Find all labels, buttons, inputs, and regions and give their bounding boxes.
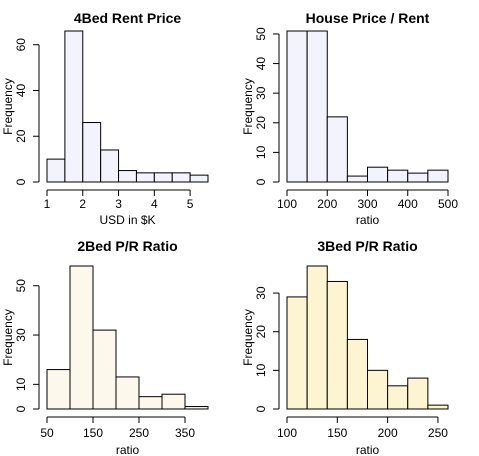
- histogram-bar: [326, 116, 348, 183]
- histogram-bar: [118, 170, 137, 183]
- histogram-bar: [171, 172, 191, 183]
- histogram-bar: [427, 169, 449, 183]
- y-tick-label: 0: [14, 405, 28, 412]
- histogram-bar: [387, 169, 409, 183]
- panel-2bed-pr-ratio: 2Bed P/R Ratio ratio Frequency 50 150 250 3…: [1, 238, 209, 456]
- y-tick-label: 0: [254, 405, 268, 412]
- histogram-bar: [82, 122, 102, 183]
- panel-title: House Price / Rent: [306, 10, 430, 26]
- histogram-bar: [184, 406, 209, 410]
- x-tick-label: 400: [398, 197, 418, 211]
- histogram-bar: [306, 30, 328, 183]
- x-axis-label: ratio: [356, 443, 380, 456]
- y-axis-label: Frequency: [1, 78, 15, 135]
- histogram-bar: [46, 369, 71, 410]
- y-tick-label: 40: [14, 83, 28, 97]
- y-tick-label: 20: [254, 325, 268, 339]
- y-tick-label: 30: [254, 286, 268, 300]
- x-tick-label: 3: [115, 197, 122, 211]
- histogram-bar: [367, 369, 389, 410]
- panel-title: 4Bed Rent Price: [74, 10, 182, 26]
- histogram-bar: [135, 172, 155, 183]
- histogram-bar: [326, 280, 348, 410]
- x-axis-label: ratio: [356, 213, 380, 227]
- histogram-bar: [346, 175, 368, 183]
- panel-title: 2Bed P/R Ratio: [77, 238, 177, 254]
- y-tick-label: 50: [254, 27, 268, 41]
- y-tick-label: 20: [14, 129, 28, 143]
- x-axis-label: ratio: [116, 443, 140, 456]
- histogram-bar: [387, 385, 409, 410]
- histogram-bar: [138, 396, 163, 410]
- panel-3bed-pr-ratio: 3Bed P/R Ratio ratio Frequency 100 150 200…: [241, 238, 449, 456]
- panel-4bed-rent-price: 4Bed Rent Price USD in $K Frequency 1 2 3 4…: [1, 10, 209, 227]
- panel-title: 3Bed P/R Ratio: [317, 238, 417, 254]
- x-tick-label: 2: [79, 197, 86, 211]
- y-tick-label: 30: [254, 86, 268, 100]
- histogram-bar: [407, 172, 429, 183]
- x-tick-label: 300: [357, 197, 377, 211]
- histogram-bar: [92, 329, 117, 410]
- histogram-bar: [367, 166, 389, 183]
- histogram-bar: [427, 404, 449, 410]
- x-tick-label: 1: [44, 197, 51, 211]
- x-tick-label: 100: [277, 426, 297, 440]
- histogram-bar: [69, 265, 94, 410]
- y-axis-label: Frequency: [241, 309, 255, 366]
- x-tick-label: 5: [187, 197, 194, 211]
- histogram-bar: [161, 393, 186, 410]
- x-tick-label: 200: [317, 197, 337, 211]
- histogram-bar: [286, 30, 308, 183]
- histogram-bar: [153, 172, 173, 183]
- histogram-bar: [100, 149, 120, 183]
- histogram-bar: [346, 338, 368, 410]
- y-tick-label: 10: [254, 145, 268, 159]
- x-tick-label: 250: [428, 426, 448, 440]
- y-tick-label: 20: [254, 116, 268, 130]
- x-tick-label: 500: [438, 197, 458, 211]
- y-tick-label: 60: [14, 38, 28, 52]
- histogram-bar: [286, 296, 308, 410]
- histogram-bar: [64, 30, 84, 183]
- x-tick-label: 250: [129, 426, 149, 440]
- y-tick-label: 50: [14, 279, 28, 293]
- x-tick-label: 150: [327, 426, 347, 440]
- y-axis-label: Frequency: [241, 78, 255, 135]
- x-tick-label: 100: [277, 197, 297, 211]
- y-tick-label: 40: [254, 57, 268, 71]
- x-tick-label: 200: [378, 426, 398, 440]
- y-axis-label: Frequency: [1, 309, 15, 366]
- histogram-bar: [306, 265, 328, 410]
- histogram-bar: [46, 158, 66, 183]
- panel-house-price-rent: House Price / Rent ratio Frequency 100 20…: [241, 10, 458, 227]
- x-tick-label: 350: [175, 426, 195, 440]
- histogram-bar: [407, 377, 429, 410]
- y-tick-label: 0: [14, 178, 28, 185]
- x-tick-label: 4: [151, 197, 158, 211]
- y-tick-label: 0: [254, 178, 268, 185]
- y-tick-label: 30: [14, 328, 28, 342]
- histogram-bar: [189, 174, 209, 183]
- y-tick-label: 10: [254, 363, 268, 377]
- histogram-bar: [115, 376, 140, 410]
- x-axis-label: USD in $K: [99, 213, 155, 227]
- x-tick-label: 150: [83, 426, 103, 440]
- y-tick-label: 10: [14, 377, 28, 391]
- x-tick-label: 50: [40, 426, 54, 440]
